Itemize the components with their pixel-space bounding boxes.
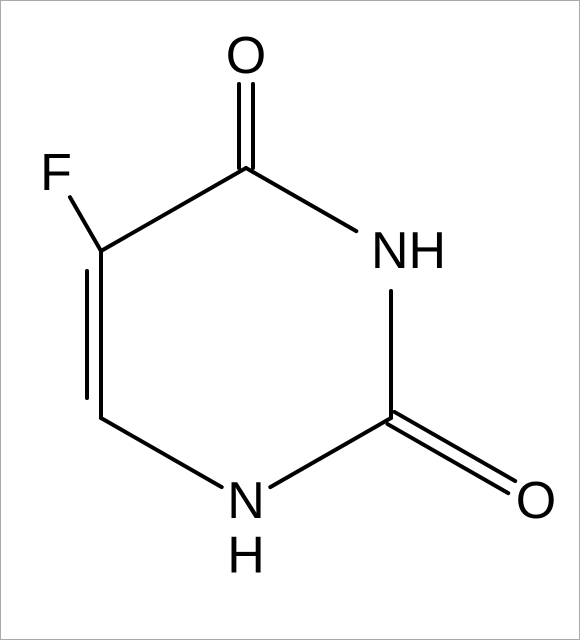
atom-N3: NH	[371, 222, 446, 280]
atom-N1-H: H	[227, 527, 265, 585]
atom-F5: F	[40, 144, 72, 202]
atom-O2: O	[516, 472, 556, 530]
molecule-canvas: NH NH O O F	[0, 0, 580, 640]
molecule-svg: NH NH O O F	[1, 1, 580, 641]
atom-N1: N	[227, 472, 265, 530]
atom-O4: O	[226, 27, 266, 85]
